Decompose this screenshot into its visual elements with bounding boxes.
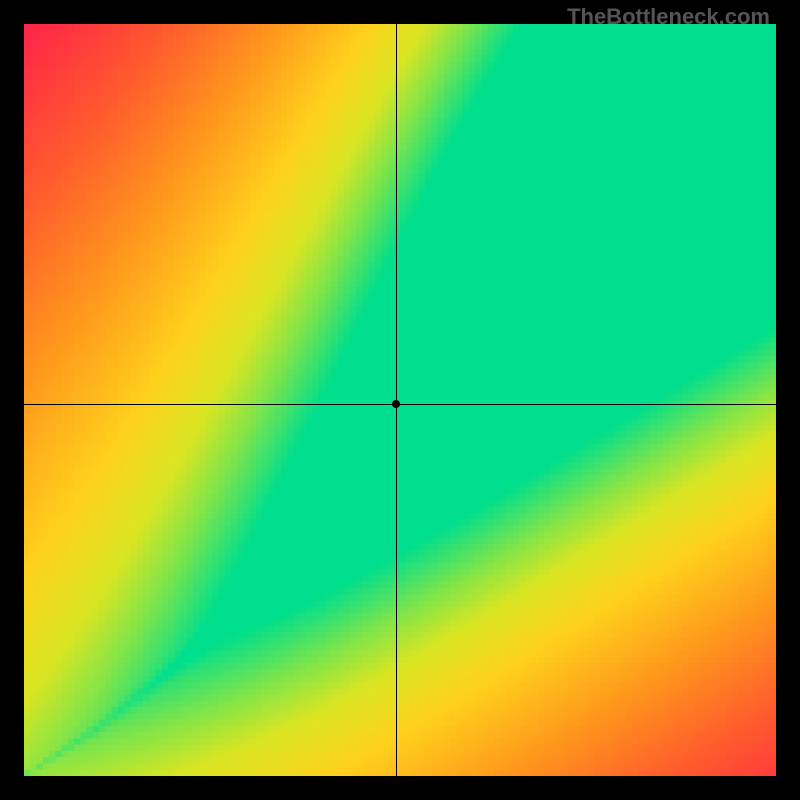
watermark-text: TheBottleneck.com <box>567 4 770 30</box>
crosshair-marker <box>392 400 400 408</box>
heatmap-canvas <box>24 24 776 776</box>
plot-area <box>24 24 776 776</box>
figure-container: TheBottleneck.com <box>0 0 800 800</box>
